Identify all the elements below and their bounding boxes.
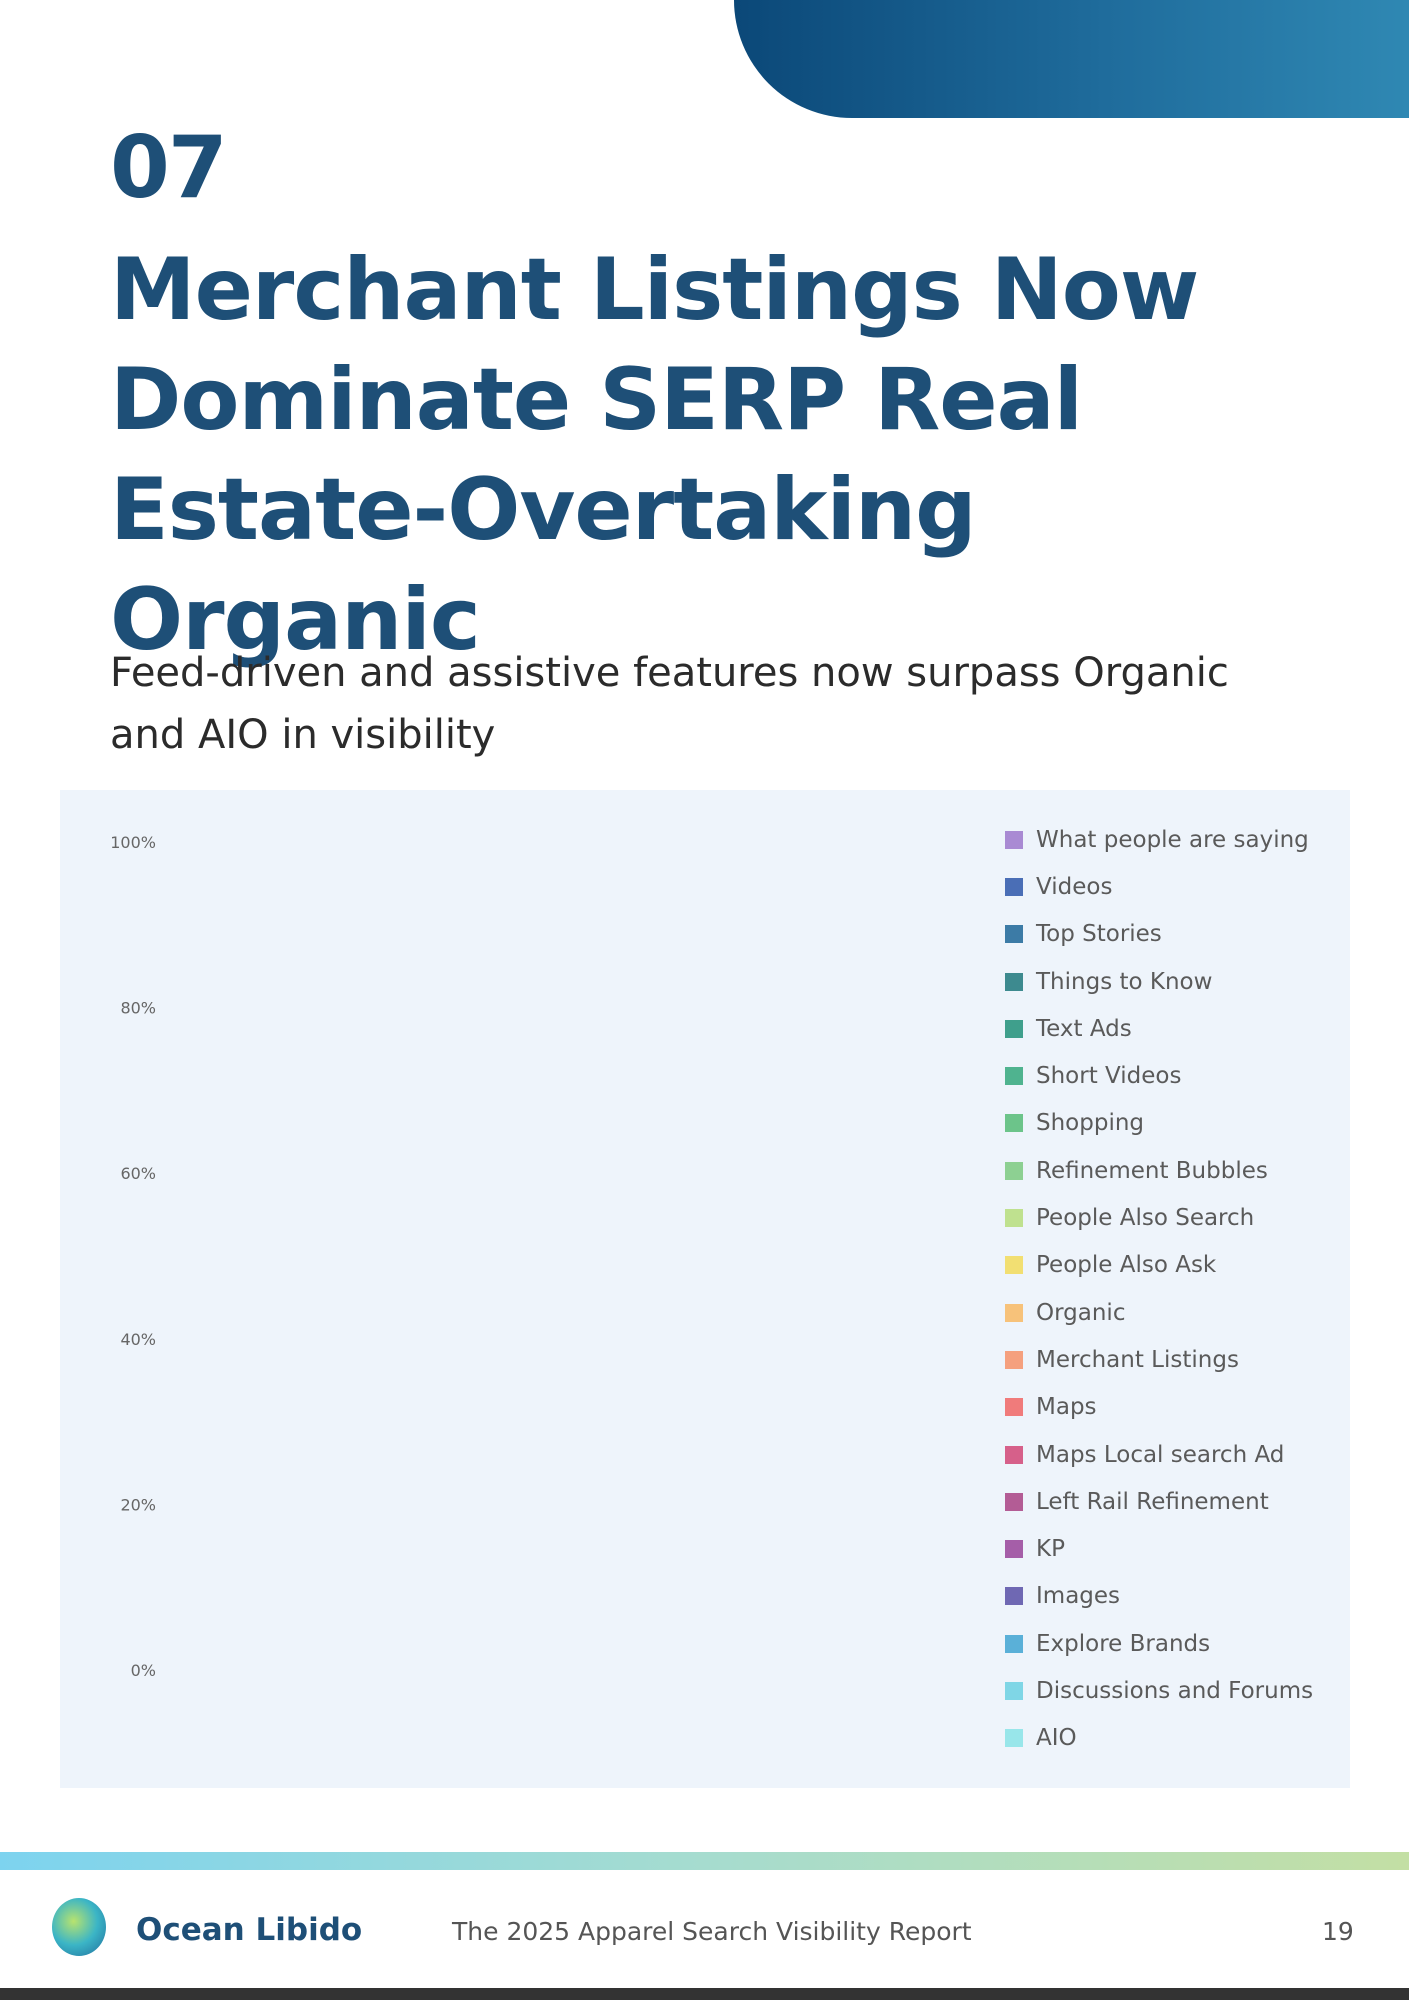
bottom-bar: [0, 1988, 1409, 2000]
legend-swatch: [1005, 972, 1023, 991]
legend-item[interactable]: People Also Ask: [1005, 1242, 1350, 1289]
footer-stripe: [0, 1852, 1409, 1870]
brand-logo-icon: [52, 1898, 106, 1956]
legend-item[interactable]: Images: [1005, 1573, 1350, 1620]
legend-label: Videos: [1036, 873, 1113, 900]
legend-item[interactable]: AIO: [1005, 1715, 1350, 1762]
legend-item[interactable]: Discussions and Forums: [1005, 1667, 1350, 1714]
legend-label: People Also Ask: [1036, 1252, 1217, 1279]
legend-label: Organic: [1036, 1299, 1126, 1326]
y-tick-label: 0%: [131, 1661, 156, 1680]
legend-label: Left Rail Refinement: [1036, 1488, 1269, 1515]
legend-swatch: [1005, 1398, 1023, 1417]
legend-label: Text Ads: [1036, 1015, 1132, 1042]
legend-swatch: [1005, 925, 1023, 944]
stacked-area-chart: 0% 20% 40% 60% 80% 100%: [110, 833, 156, 1680]
legend-swatch: [1005, 1114, 1023, 1133]
legend-swatch: [1005, 1729, 1023, 1748]
footer-report-title: The 2025 Apparel Search Visibility Repor…: [452, 1917, 972, 1946]
legend-label: People Also Search: [1036, 1205, 1255, 1232]
legend-item[interactable]: Short Videos: [1005, 1052, 1350, 1099]
section-number: 07: [110, 118, 228, 218]
legend-swatch: [1005, 1350, 1023, 1369]
legend-swatch: [1005, 1067, 1023, 1086]
footer-page-number: 19: [1322, 1917, 1354, 1946]
footer-brand: Ocean Libido: [136, 1912, 363, 1948]
legend-label: Images: [1036, 1583, 1121, 1610]
legend-label: Merchant Listings: [1036, 1346, 1239, 1373]
legend-swatch: [1005, 1492, 1023, 1511]
legend-label: Discussions and Forums: [1036, 1677, 1314, 1704]
y-tick-label: 20%: [120, 1495, 156, 1514]
legend-label: KP: [1036, 1536, 1065, 1563]
legend-item[interactable]: Maps: [1005, 1384, 1350, 1431]
legend-item[interactable]: Explore Brands: [1005, 1620, 1350, 1667]
chart-legend: What people are saying Videos Top Stories T…: [1005, 816, 1350, 1762]
legend-label: What people are saying: [1036, 826, 1309, 853]
page-title: Merchant Listings Now Dominate SERP Real…: [110, 240, 1199, 670]
legend-item[interactable]: What people are saying: [1005, 816, 1350, 863]
chart-panel: 0% 20% 40% 60% 80% 100% What people are sayin…: [60, 790, 1350, 1788]
legend-swatch: [1005, 1587, 1023, 1606]
legend-swatch: [1005, 1256, 1023, 1275]
legend-item[interactable]: Shopping: [1005, 1100, 1350, 1147]
legend-swatch: [1005, 1634, 1023, 1653]
legend-item[interactable]: People Also Search: [1005, 1194, 1350, 1241]
legend-label: Things to Know: [1036, 968, 1213, 995]
corner-banner: [734, 0, 1409, 118]
page-subtitle: Feed-driven and assistive features now s…: [110, 650, 1229, 758]
legend-label: Explore Brands: [1036, 1630, 1211, 1657]
y-tick-label: 40%: [120, 1330, 156, 1349]
y-axis-ticks: 0% 20% 40% 60% 80% 100%: [110, 833, 156, 1680]
legend-item[interactable]: Left Rail Refinement: [1005, 1478, 1350, 1525]
legend-item[interactable]: Maps Local search Ad: [1005, 1431, 1350, 1478]
legend-item[interactable]: Merchant Listings: [1005, 1336, 1350, 1383]
legend-item[interactable]: KP: [1005, 1525, 1350, 1572]
legend-swatch: [1005, 1681, 1023, 1700]
y-tick-label: 60%: [120, 1164, 156, 1183]
legend-label: Top Stories: [1036, 921, 1162, 948]
legend-label: Maps Local search Ad: [1036, 1441, 1285, 1468]
legend-item[interactable]: Text Ads: [1005, 1005, 1350, 1052]
legend-label: Maps: [1036, 1394, 1097, 1421]
legend-label: AIO: [1036, 1725, 1077, 1752]
legend-swatch: [1005, 1019, 1023, 1038]
y-tick-label: 100%: [110, 833, 156, 852]
legend-swatch: [1005, 1303, 1023, 1322]
legend-label: Shopping: [1036, 1110, 1145, 1137]
legend-label: Refinement Bubbles: [1036, 1157, 1268, 1184]
legend-item[interactable]: Videos: [1005, 863, 1350, 910]
legend-swatch: [1005, 877, 1023, 896]
y-tick-label: 80%: [120, 999, 156, 1018]
legend-label: Short Videos: [1036, 1063, 1182, 1090]
legend-swatch: [1005, 1209, 1023, 1228]
legend-item[interactable]: Top Stories: [1005, 911, 1350, 958]
legend-swatch: [1005, 1445, 1023, 1464]
legend-swatch: [1005, 830, 1023, 849]
legend-item[interactable]: Things to Know: [1005, 958, 1350, 1005]
legend-item[interactable]: Refinement Bubbles: [1005, 1147, 1350, 1194]
legend-item[interactable]: Organic: [1005, 1289, 1350, 1336]
legend-swatch: [1005, 1540, 1023, 1559]
legend-swatch: [1005, 1161, 1023, 1180]
